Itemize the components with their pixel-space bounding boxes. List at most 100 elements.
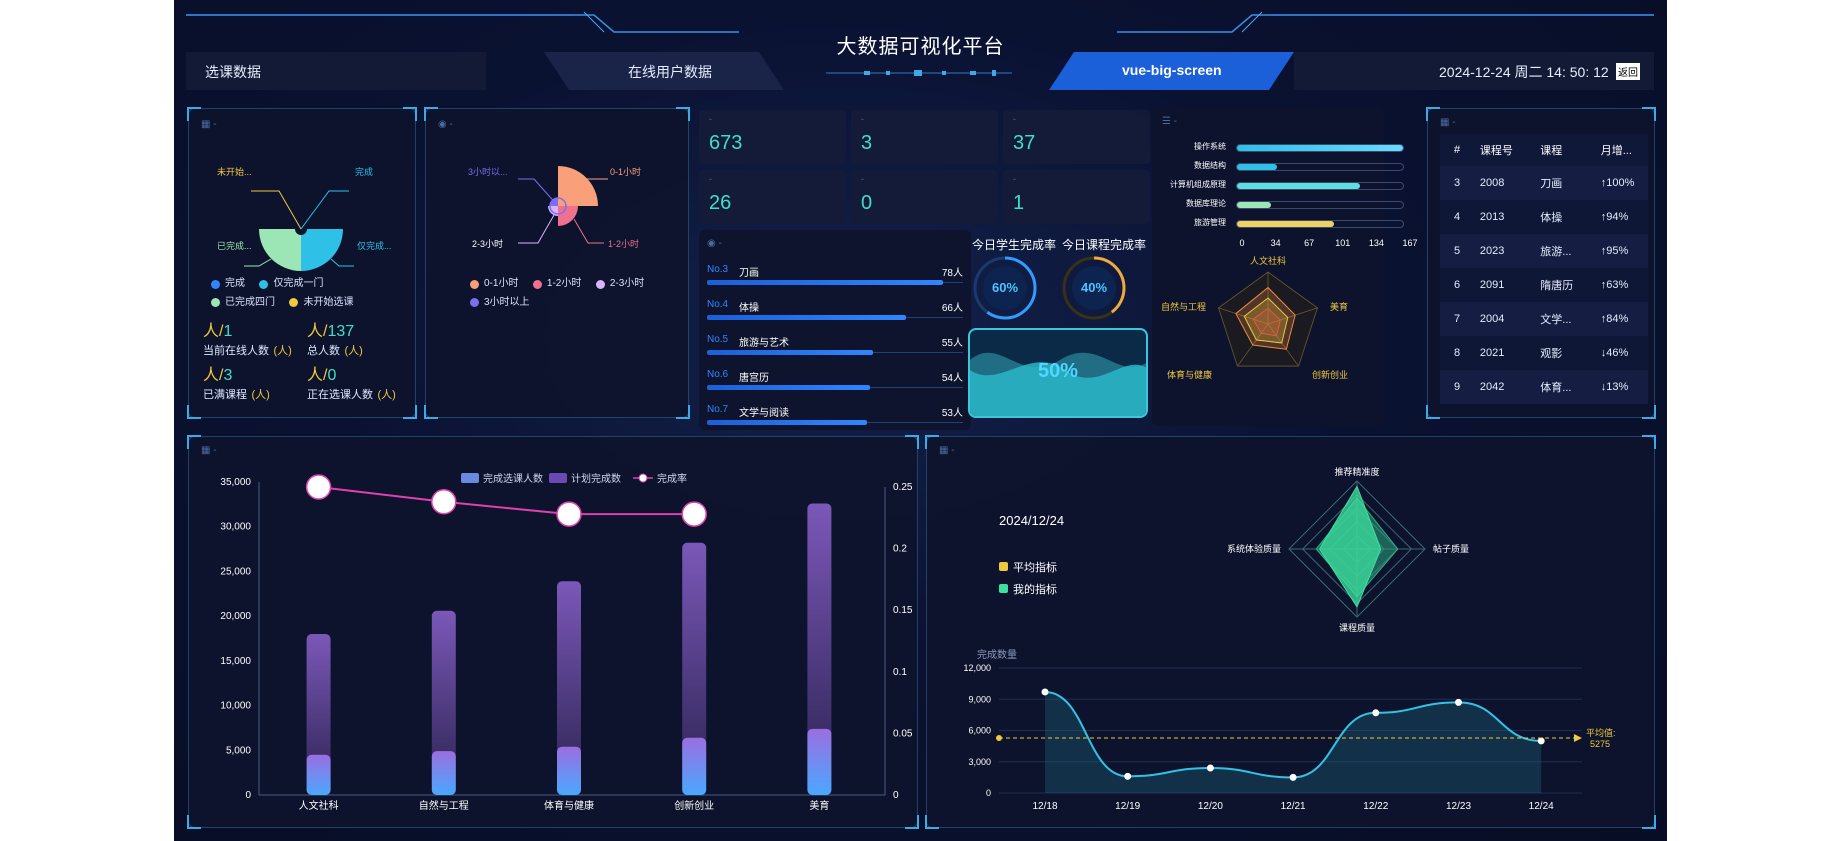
ranking-row: No.3 刀画 78人: [707, 260, 963, 294]
rank-name: 刀画: [739, 268, 759, 279]
y2-tick-label: 0.2: [893, 544, 907, 555]
table-cell: 6: [1440, 268, 1466, 302]
tab-active-bg: [1049, 52, 1294, 90]
student-rate-value: 60%: [991, 280, 1019, 295]
legend-swatch: [461, 473, 479, 483]
x-tick-label: 12/18: [1032, 801, 1057, 812]
table-cell: 8: [1440, 336, 1466, 370]
rank-count: 66人: [941, 303, 963, 314]
bar-planned: [557, 581, 581, 795]
bar-planned: [807, 503, 832, 795]
rank-no: No.5: [707, 334, 729, 345]
bar-completed: [682, 737, 707, 795]
legend-label: 计划完成数: [571, 472, 621, 485]
chart-icon: ▦ -: [939, 445, 955, 456]
rate-point: [681, 501, 707, 527]
average-label: 平均值:: [1586, 727, 1616, 738]
tab-vue-big-screen[interactable]: vue-big-screen: [1122, 62, 1222, 78]
back-button[interactable]: 返回: [1616, 63, 1640, 80]
y2-tick-label: 0.1: [893, 667, 907, 678]
rank-name: 旅游与艺术: [739, 338, 789, 349]
tab-course-data[interactable]: 选课数据: [205, 64, 261, 80]
table-cell: 5: [1440, 234, 1466, 268]
y2-tick-label: 0.05: [893, 728, 913, 739]
stat-card: -0: [851, 170, 998, 224]
table-cell: 刀画: [1526, 166, 1587, 200]
legend-swatch: [549, 473, 567, 483]
line-point: [1455, 698, 1462, 706]
bar-completed: [807, 728, 832, 795]
table-cell: 隋唐历: [1526, 268, 1587, 302]
table-cell: 2008: [1465, 166, 1527, 200]
course-bar-label: 操作系统: [1194, 142, 1226, 151]
x-tick-label: 12/21: [1281, 801, 1306, 812]
course-bar-label: 计算机组成原理: [1170, 180, 1226, 189]
time-panel: ◉ - 3小时以... 0-1小时 2-3小时 1-2小时 0-1小时 1-2小…: [424, 107, 690, 419]
table-cell: ↑95%: [1586, 234, 1648, 268]
stat-card: -3: [851, 110, 998, 164]
completion-legend: 完成 仅完成一门 已完成四门 未开始选课: [211, 275, 411, 312]
table-row: 7 2004 文学... ↑84%: [1440, 302, 1648, 336]
y-tick-label: 10,000: [220, 701, 251, 712]
course-bar-track: [1236, 163, 1404, 171]
table-cell: ↑100%: [1586, 166, 1648, 200]
x-tick-label: 体育与健康: [544, 799, 594, 812]
wave-shape: [970, 352, 1146, 416]
rank-bar: [707, 420, 868, 425]
course-rate-label: 今日课程完成率: [1062, 238, 1147, 252]
rank-name: 体操: [739, 303, 759, 314]
tab-online-users[interactable]: 在线用户数据: [628, 64, 712, 80]
y-tick-label: 12,000: [963, 663, 991, 673]
pie-label: 1-2小时: [608, 239, 640, 249]
course-bar-tick: 0: [1239, 238, 1245, 248]
table-row: 6 2091 隋唐历 ↑63%: [1440, 268, 1648, 302]
chart-icon: ◉ -: [707, 238, 722, 249]
tab-bar-left: [186, 52, 486, 90]
y-tick-label: 6,000: [968, 726, 991, 736]
wave-box: 50%: [968, 328, 1148, 418]
radar-indicator-label: 推荐精准度: [1334, 466, 1379, 477]
y-tick-label: 30,000: [220, 522, 251, 533]
table-cell: ↓13%: [1586, 370, 1648, 404]
rank-count: 54人: [941, 373, 963, 384]
table-cell: 4: [1440, 200, 1466, 234]
x-tick-label: 美育: [809, 799, 829, 812]
table-cell: 2004: [1465, 302, 1527, 336]
chart-icon: ▦ -: [201, 119, 217, 130]
course-bar-label: 数据结构: [1194, 161, 1226, 170]
bar-completed: [431, 751, 456, 795]
course-bar-track: [1236, 182, 1404, 190]
rate-point: [305, 474, 332, 500]
ranking-row: No.6 唐宫历 54人: [707, 365, 963, 399]
student-rate-label: 今日学生完成率: [972, 238, 1057, 252]
rank-bar: [707, 280, 943, 285]
course-bar-track: [1236, 220, 1404, 228]
radar-legend-mine: 我的指标: [999, 581, 1057, 597]
rate-point: [431, 489, 457, 515]
legend-swatch: [638, 473, 648, 483]
table-cell: 体育...: [1526, 370, 1587, 404]
course-bar-label: 旅游管理: [1194, 218, 1226, 227]
chart-icon: ▦ -: [1440, 117, 1456, 128]
course-bar-track: [1236, 144, 1404, 152]
rank-count: 53人: [941, 408, 963, 419]
course-rate-value: 40%: [1080, 280, 1108, 295]
tab-online-bg: [544, 52, 784, 90]
completion-panel: ▦ - 未开始... 完成 已完成... 仅完成... 完成 仅完成一门 已完成…: [187, 107, 417, 419]
bar-completed: [557, 746, 581, 795]
rate-rings: [973, 256, 1126, 320]
bar-completed: [306, 754, 331, 795]
line-point: [1124, 772, 1132, 780]
y-axis-title: 完成数量: [977, 648, 1017, 661]
y-tick-label: 20,000: [220, 611, 251, 622]
radar-series-mine: [1319, 485, 1382, 608]
x-tick-label: 12/22: [1363, 801, 1388, 812]
rank-count: 55人: [941, 338, 963, 349]
ranking-row: No.5 旅游与艺术 55人: [707, 330, 963, 364]
header-decoration: [186, 11, 1654, 76]
course-table: # 课程号 课程 月增... 3 2008 刀画 ↑100% 4 2013 体操 ↑94% 5 2023…: [1440, 134, 1648, 404]
chart-icon: ◉ -: [438, 119, 453, 130]
chart-icon: ☰ -: [1162, 116, 1178, 127]
stat-total: 人/137 总人数 (人): [307, 323, 363, 357]
table-cell: ↑63%: [1586, 268, 1648, 302]
